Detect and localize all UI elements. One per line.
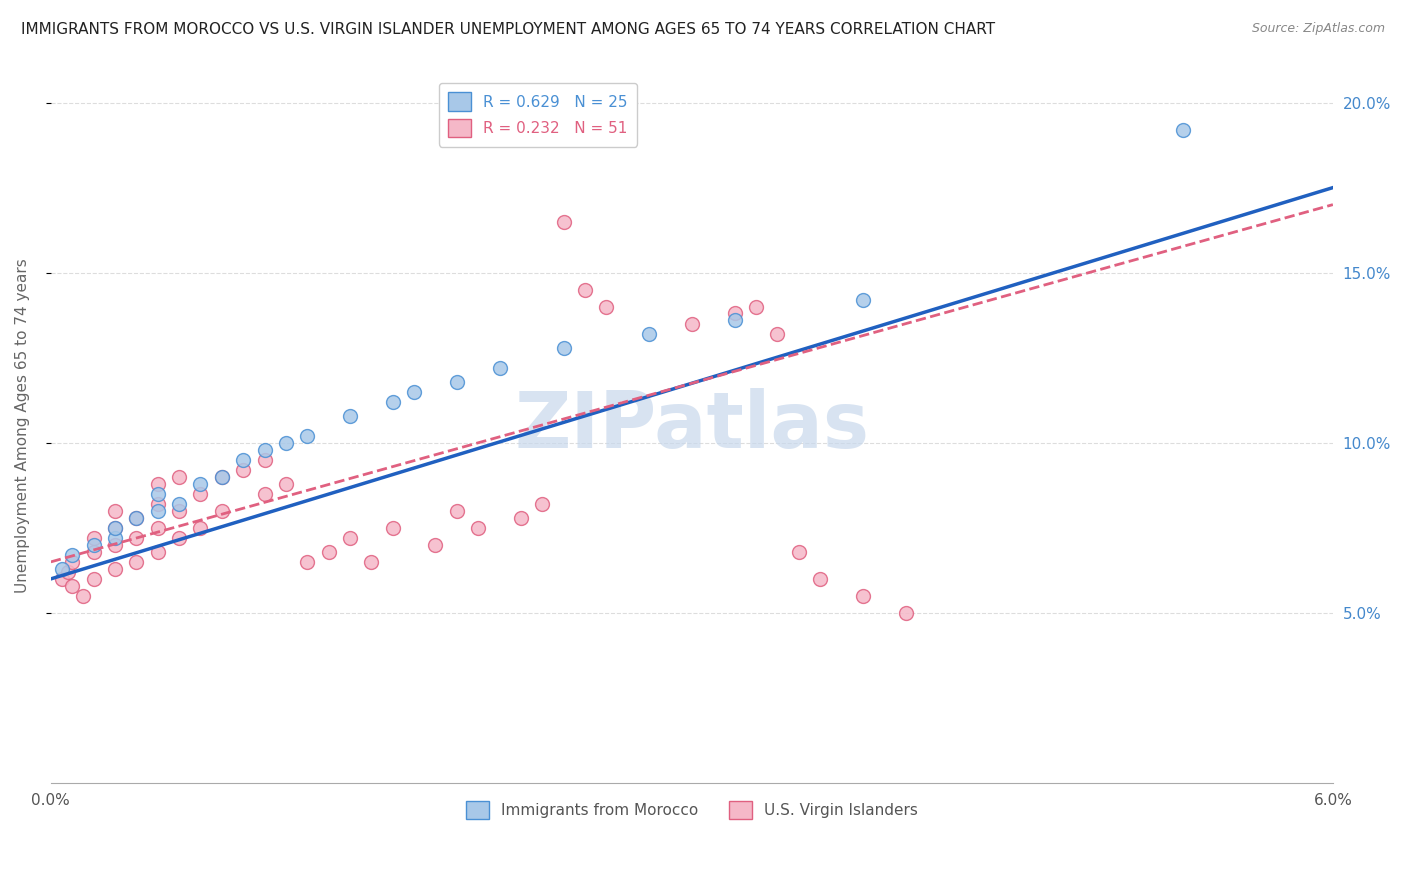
Point: [104, 562, 127, 576]
Point: [446, 504, 468, 518]
Point: [381, 521, 404, 535]
Point: [852, 293, 875, 307]
Point: [146, 497, 169, 511]
Point: [146, 476, 169, 491]
Point: [404, 384, 426, 399]
Point: [167, 504, 190, 518]
Point: [553, 341, 575, 355]
Point: [852, 589, 875, 603]
Point: [167, 470, 190, 484]
Point: [146, 487, 169, 501]
Point: [104, 504, 127, 518]
Point: [211, 470, 233, 484]
Point: [766, 326, 789, 341]
Point: [274, 435, 297, 450]
Point: [297, 555, 319, 569]
Point: [787, 544, 810, 558]
Point: [146, 504, 169, 518]
Point: [574, 283, 596, 297]
Point: [83, 538, 105, 552]
Point: [510, 510, 533, 524]
Point: [446, 375, 468, 389]
Point: [104, 538, 127, 552]
Text: IMMIGRANTS FROM MOROCCO VS U.S. VIRGIN ISLANDER UNEMPLOYMENT AMONG AGES 65 TO 74: IMMIGRANTS FROM MOROCCO VS U.S. VIRGIN I…: [21, 22, 995, 37]
Text: Source: ZipAtlas.com: Source: ZipAtlas.com: [1251, 22, 1385, 36]
Point: [125, 510, 148, 524]
Point: [72, 589, 94, 603]
Point: [232, 452, 254, 467]
Point: [125, 510, 148, 524]
Point: [553, 214, 575, 228]
Point: [60, 579, 83, 593]
Point: [638, 326, 661, 341]
Y-axis label: Unemployment Among Ages 65 to 74 years: Unemployment Among Ages 65 to 74 years: [15, 259, 30, 593]
Point: [318, 544, 340, 558]
Point: [339, 409, 361, 423]
Point: [167, 497, 190, 511]
Point: [723, 306, 745, 320]
Point: [595, 300, 617, 314]
Point: [60, 548, 83, 562]
Point: [894, 606, 917, 620]
Point: [167, 531, 190, 545]
Point: [211, 470, 233, 484]
Point: [83, 531, 105, 545]
Point: [146, 544, 169, 558]
Point: [253, 442, 276, 457]
Point: [125, 531, 148, 545]
Point: [51, 562, 73, 576]
Text: ZIPatlas: ZIPatlas: [515, 388, 869, 464]
Point: [253, 487, 276, 501]
Point: [125, 555, 148, 569]
Point: [381, 395, 404, 409]
Point: [104, 531, 127, 545]
Point: [190, 521, 212, 535]
Point: [146, 521, 169, 535]
Point: [51, 572, 73, 586]
Point: [723, 313, 745, 327]
Point: [488, 360, 510, 375]
Point: [808, 572, 831, 586]
Point: [681, 317, 703, 331]
Legend: Immigrants from Morocco, U.S. Virgin Islanders: Immigrants from Morocco, U.S. Virgin Isl…: [460, 795, 924, 825]
Point: [56, 565, 79, 579]
Point: [104, 521, 127, 535]
Point: [360, 555, 382, 569]
Point: [467, 521, 489, 535]
Point: [297, 429, 319, 443]
Point: [1173, 122, 1195, 136]
Point: [745, 300, 768, 314]
Point: [83, 544, 105, 558]
Point: [190, 476, 212, 491]
Point: [104, 521, 127, 535]
Point: [83, 572, 105, 586]
Point: [253, 452, 276, 467]
Point: [274, 476, 297, 491]
Point: [531, 497, 554, 511]
Point: [211, 504, 233, 518]
Point: [425, 538, 447, 552]
Point: [339, 531, 361, 545]
Point: [60, 555, 83, 569]
Point: [232, 463, 254, 477]
Point: [190, 487, 212, 501]
